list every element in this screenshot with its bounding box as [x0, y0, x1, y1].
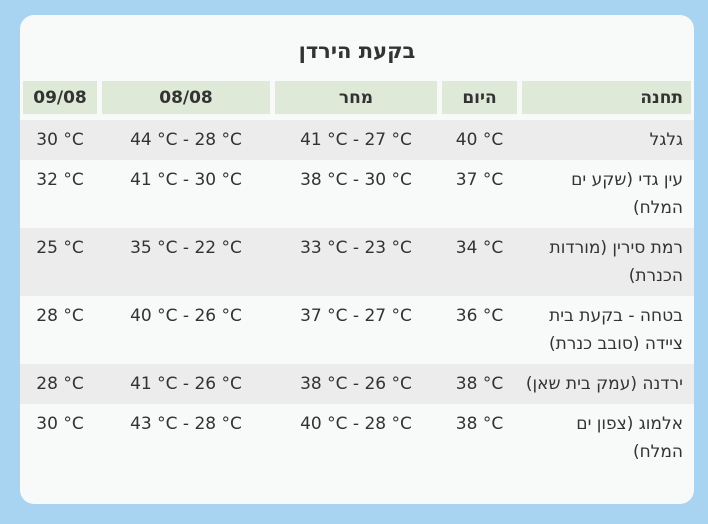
station-cell: גלגל	[649, 130, 683, 150]
date-0808-temp-cell: 35 °C - 22 °C	[102, 234, 270, 262]
temp-range: 33 °C - 23 °C	[300, 238, 412, 258]
table-row: גלגל 40 °C 41 °C - 27 °C 44 °C - 28 °C 3…	[20, 120, 694, 160]
table-header-row: תחנה היום מחר 08/08 09/08	[20, 81, 694, 114]
temp-value: 28 °C	[36, 306, 84, 326]
header-cell-station: תחנה	[522, 81, 691, 114]
tomorrow-temp-cell: 38 °C - 30 °C	[275, 166, 437, 194]
station-cell: ירדנה (עמק בית שאן)	[525, 374, 683, 394]
date-0808-temp-cell: 41 °C - 30 °C	[102, 166, 270, 194]
temp-value: 30 °C	[36, 130, 84, 150]
temp-value: 38 °C	[455, 374, 504, 394]
temp-range: 41 °C - 30 °C	[130, 170, 242, 190]
temp-range: 38 °C - 30 °C	[300, 170, 412, 190]
station-cell: רמת סירין (מורדות הכנרת)	[549, 238, 683, 286]
date-0908-temp-cell: 28 °C	[23, 302, 97, 330]
temp-range: 40 °C - 28 °C	[300, 414, 412, 434]
date-0908-temp-cell: 32 °C	[23, 166, 97, 194]
today-temp-cell: 37 °C	[442, 166, 517, 194]
temp-value: 30 °C	[36, 414, 84, 434]
temp-range: 37 °C - 27 °C	[300, 306, 412, 326]
weather-card: בקעת הירדן תחנה היום מחר 08/08 09/08 גלג…	[20, 15, 694, 504]
date-0808-temp-cell: 43 °C - 28 °C	[102, 410, 270, 438]
header-cell-date-0908: 09/08	[23, 81, 97, 114]
table-row: בטחה - בקעת בית ציידה (סובב כנרת) 36 °C …	[20, 296, 694, 364]
temp-value: 25 °C	[36, 238, 84, 258]
date-0908-temp-cell: 30 °C	[23, 410, 97, 438]
date-0808-temp-cell: 44 °C - 28 °C	[102, 126, 270, 154]
temp-value: 38 °C	[455, 414, 504, 434]
table-row: עין גדי (שקע ים המלח) 37 °C 38 °C - 30 °…	[20, 160, 694, 228]
header-cell-today: היום	[442, 81, 517, 114]
temp-range: 41 °C - 26 °C	[130, 374, 242, 394]
station-cell: אלמוג (צפון ים המלח)	[576, 414, 683, 462]
temp-range: 44 °C - 28 °C	[130, 130, 242, 150]
forecast-table: תחנה היום מחר 08/08 09/08 גלגל 40 °C 41 …	[20, 81, 694, 472]
station-cell: בטחה - בקעת בית ציידה (סובב כנרת)	[548, 306, 683, 354]
temp-value: 37 °C	[455, 170, 504, 190]
header-cell-date-0808: 08/08	[102, 81, 270, 114]
region-title: בקעת הירדן	[298, 39, 416, 63]
temp-value: 28 °C	[36, 374, 84, 394]
temp-value: 34 °C	[455, 238, 504, 258]
today-temp-cell: 38 °C	[442, 370, 517, 398]
temp-range: 40 °C - 26 °C	[130, 306, 242, 326]
date-0908-temp-cell: 30 °C	[23, 126, 97, 154]
temp-value: 40 °C	[455, 130, 504, 150]
today-temp-cell: 34 °C	[442, 234, 517, 262]
station-cell: עין גדי (שקע ים המלח)	[571, 170, 683, 218]
date-0808-temp-cell: 40 °C - 26 °C	[102, 302, 270, 330]
temp-range: 35 °C - 22 °C	[130, 238, 242, 258]
temp-range: 43 °C - 28 °C	[130, 414, 242, 434]
table-body: גלגל 40 °C 41 °C - 27 °C 44 °C - 28 °C 3…	[20, 120, 694, 472]
temp-range: 41 °C - 27 °C	[300, 130, 412, 150]
tomorrow-temp-cell: 40 °C - 28 °C	[275, 410, 437, 438]
tomorrow-temp-cell: 33 °C - 23 °C	[275, 234, 437, 262]
date-0908-temp-cell: 25 °C	[23, 234, 97, 262]
today-temp-cell: 40 °C	[442, 126, 517, 154]
date-0908-temp-cell: 28 °C	[23, 370, 97, 398]
table-header: תחנה היום מחר 08/08 09/08	[20, 81, 694, 114]
temp-range: 38 °C - 26 °C	[300, 374, 412, 394]
today-temp-cell: 36 °C	[442, 302, 517, 330]
today-temp-cell: 38 °C	[442, 410, 517, 438]
temp-value: 36 °C	[455, 306, 504, 326]
table-row: רמת סירין (מורדות הכנרת) 34 °C 33 °C - 2…	[20, 228, 694, 296]
header-cell-tomorrow: מחר	[275, 81, 437, 114]
table-row: ירדנה (עמק בית שאן) 38 °C 38 °C - 26 °C …	[20, 364, 694, 404]
tomorrow-temp-cell: 41 °C - 27 °C	[275, 126, 437, 154]
table-row: אלמוג (צפון ים המלח) 38 °C 40 °C - 28 °C…	[20, 404, 694, 472]
tomorrow-temp-cell: 38 °C - 26 °C	[275, 370, 437, 398]
date-0808-temp-cell: 41 °C - 26 °C	[102, 370, 270, 398]
temp-value: 32 °C	[36, 170, 84, 190]
tomorrow-temp-cell: 37 °C - 27 °C	[275, 302, 437, 330]
